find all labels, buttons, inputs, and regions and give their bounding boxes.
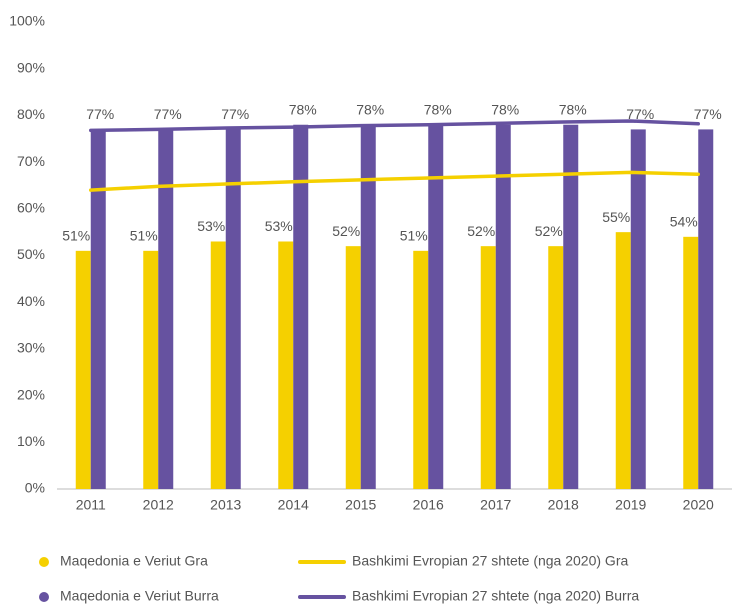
y-tick-label: 80%	[17, 106, 45, 122]
y-tick-label: 0%	[25, 480, 45, 496]
bar	[293, 124, 309, 490]
data-label: 78%	[289, 101, 317, 117]
bar	[495, 124, 511, 490]
data-label: 53%	[265, 218, 293, 234]
x-tick-label: 2019	[615, 497, 646, 513]
data-label: 52%	[332, 223, 360, 239]
bar	[143, 250, 159, 489]
data-label: 55%	[602, 209, 630, 225]
legend-label: Maqedonia e Veriut Burra	[60, 588, 219, 604]
y-tick-label: 50%	[17, 246, 45, 262]
data-label: 77%	[694, 106, 722, 122]
y-tick-label: 100%	[9, 13, 45, 29]
bar	[615, 232, 631, 489]
bar	[413, 250, 429, 489]
data-label: 78%	[424, 101, 452, 117]
legend-label: Bashkimi Evropian 27 shtete (nga 2020) G…	[352, 553, 628, 569]
data-label: 77%	[221, 106, 249, 122]
y-tick-label: 70%	[17, 153, 45, 169]
data-label: 51%	[62, 228, 90, 244]
legend-marker	[39, 557, 49, 567]
x-tick-label: 2011	[76, 497, 106, 513]
bar	[360, 124, 376, 490]
bar	[480, 246, 496, 489]
x-tick-label: 2014	[278, 497, 309, 513]
bar	[630, 129, 646, 489]
bar	[225, 129, 241, 489]
bar	[158, 129, 174, 489]
bar	[210, 241, 226, 489]
data-label: 78%	[491, 101, 519, 117]
x-tick-label: 2016	[413, 497, 444, 513]
x-tick-label: 2012	[143, 497, 174, 513]
x-tick-label: 2017	[480, 497, 511, 513]
y-tick-label: 90%	[17, 59, 45, 75]
bar	[698, 129, 714, 489]
line	[89, 119, 700, 133]
legend-label: Bashkimi Evropian 27 shtete (nga 2020) B…	[352, 588, 639, 604]
bar	[548, 246, 564, 489]
bar	[90, 129, 106, 489]
data-label: 77%	[86, 106, 114, 122]
legend-label: Maqedonia e Veriut Gra	[60, 553, 208, 569]
line	[89, 170, 700, 192]
legend-marker	[39, 592, 49, 602]
data-label: 53%	[197, 218, 225, 234]
bar	[278, 241, 294, 489]
data-label: 51%	[400, 228, 428, 244]
y-tick-label: 30%	[17, 340, 45, 356]
data-label: 52%	[535, 223, 563, 239]
x-tick-label: 2020	[683, 497, 714, 513]
y-tick-label: 40%	[17, 293, 45, 309]
y-tick-label: 60%	[17, 200, 45, 216]
data-label: 54%	[670, 214, 698, 230]
data-label: 77%	[154, 106, 182, 122]
data-label: 78%	[559, 101, 587, 117]
x-tick-label: 2015	[345, 497, 376, 513]
data-label: 78%	[356, 101, 384, 117]
bar	[345, 246, 361, 489]
bar	[75, 250, 91, 489]
y-tick-label: 20%	[17, 386, 45, 402]
data-label: 77%	[626, 106, 654, 122]
bar	[563, 124, 579, 490]
x-tick-label: 2018	[548, 497, 579, 513]
data-label: 51%	[130, 228, 158, 244]
y-tick-label: 10%	[17, 433, 45, 449]
bar	[428, 124, 444, 490]
bar	[683, 236, 699, 489]
data-label: 52%	[467, 223, 495, 239]
x-tick-label: 2013	[210, 497, 241, 513]
